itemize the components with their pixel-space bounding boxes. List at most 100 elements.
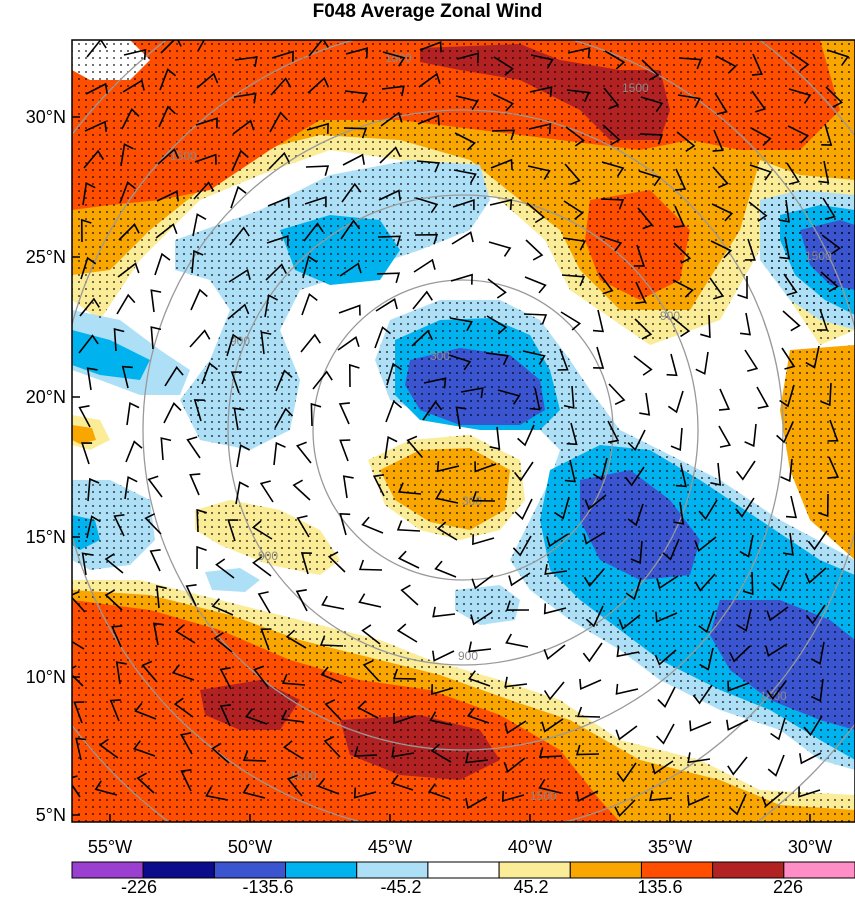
wind-barb bbox=[776, 421, 794, 444]
wind-barb bbox=[575, 744, 600, 756]
colorbar-label-2: -135.6 bbox=[242, 877, 293, 897]
wind-barb bbox=[561, 274, 586, 287]
wind-barb bbox=[193, 181, 215, 200]
wind-barb bbox=[778, 199, 790, 223]
wind-barb bbox=[376, 272, 401, 284]
wind-barb bbox=[566, 422, 578, 446]
wind-barb bbox=[563, 200, 584, 220]
wind-barb bbox=[656, 723, 675, 745]
wind-barb bbox=[339, 262, 362, 277]
wind-barb bbox=[825, 86, 844, 108]
wind-barb bbox=[390, 774, 414, 791]
wind-barb bbox=[341, 182, 362, 203]
wind-barb bbox=[541, 718, 564, 733]
wind-barb bbox=[689, 720, 712, 732]
wind-barb bbox=[396, 623, 418, 643]
wind-barb bbox=[490, 158, 513, 170]
wind-barb bbox=[614, 799, 636, 818]
wind-barb bbox=[485, 352, 509, 366]
wind-barb bbox=[118, 223, 140, 241]
wind-barb bbox=[122, 79, 145, 93]
wind-barb bbox=[144, 513, 162, 535]
wind-barb bbox=[252, 556, 272, 577]
wind-barb bbox=[639, 133, 664, 145]
wind-barb bbox=[362, 659, 380, 682]
wind-barb bbox=[295, 441, 312, 464]
wind-barb bbox=[194, 153, 217, 165]
wind-barb bbox=[712, 166, 729, 189]
wind-barb bbox=[104, 553, 124, 574]
wind-barb bbox=[86, 40, 107, 58]
wind-barb bbox=[179, 732, 193, 755]
wind-barb bbox=[729, 645, 751, 663]
wind-barb bbox=[712, 129, 724, 152]
wind-barb bbox=[230, 371, 242, 394]
wind-barb bbox=[744, 423, 757, 448]
wind-barb bbox=[136, 772, 155, 794]
wind-barb bbox=[493, 56, 514, 76]
ring-label-1500-g: 1500 bbox=[760, 689, 787, 703]
wind-barb bbox=[630, 540, 643, 565]
wind-barb bbox=[615, 725, 638, 741]
wind-barb bbox=[308, 40, 329, 57]
wind-barb bbox=[111, 625, 123, 648]
wind-barb bbox=[320, 666, 343, 684]
wind-barb bbox=[468, 670, 491, 687]
wind-barb bbox=[273, 441, 286, 466]
wind-barb bbox=[554, 496, 570, 520]
wind-barb bbox=[154, 252, 171, 276]
wind-barb bbox=[452, 198, 475, 211]
lon-label-50w: 50°W bbox=[228, 837, 272, 857]
wind-barb bbox=[783, 273, 798, 296]
wind-barb bbox=[205, 786, 229, 801]
wind-barb bbox=[739, 312, 751, 336]
wind-barb bbox=[810, 641, 825, 665]
wind-barb bbox=[692, 684, 713, 705]
range-ring-labels: 300 300 900 900 900 900 1500 1500 1500 1… bbox=[170, 51, 832, 803]
wind-barb bbox=[633, 244, 646, 267]
wind-barb bbox=[264, 294, 278, 318]
wind-barb bbox=[232, 119, 255, 135]
colorbar-label-5: 135.6 bbox=[637, 877, 682, 897]
wind-barb bbox=[564, 459, 576, 483]
wind-barb bbox=[710, 462, 722, 486]
wind-barb bbox=[592, 457, 608, 481]
wind-barb bbox=[259, 480, 274, 503]
wind-barb bbox=[820, 382, 832, 407]
wind-barb bbox=[302, 255, 318, 279]
wind-barb bbox=[275, 369, 293, 392]
wind-barb bbox=[779, 236, 791, 260]
wind-barb bbox=[190, 288, 208, 311]
wind-barb bbox=[358, 593, 382, 608]
wind-barb bbox=[711, 203, 734, 222]
wind-barb bbox=[174, 624, 196, 644]
wind-barb bbox=[714, 92, 728, 115]
wind-barb bbox=[430, 743, 452, 763]
wind-barb bbox=[655, 611, 678, 623]
wind-barb bbox=[392, 668, 417, 680]
wind-barb bbox=[709, 277, 725, 300]
wind-barb bbox=[109, 699, 121, 722]
wind-barb bbox=[431, 684, 454, 696]
wind-barb bbox=[560, 311, 582, 331]
wind-barb bbox=[414, 233, 439, 245]
wind-barb bbox=[180, 769, 192, 792]
map-frame bbox=[71, 39, 855, 823]
wind-barb bbox=[788, 88, 812, 104]
wind-barb bbox=[528, 122, 552, 135]
wind-barb bbox=[159, 68, 177, 91]
wind-barb bbox=[342, 475, 354, 499]
wind-barb bbox=[567, 47, 591, 59]
wind-barb bbox=[810, 678, 824, 702]
wind-barb bbox=[538, 747, 563, 758]
wind-barb bbox=[604, 50, 626, 70]
wind-barb bbox=[807, 530, 828, 551]
wind-barb bbox=[526, 202, 546, 224]
wind-barb bbox=[303, 222, 324, 242]
wind-barb bbox=[460, 387, 484, 399]
wind-barb bbox=[729, 793, 747, 816]
wind-barb bbox=[770, 717, 786, 741]
wind-barb bbox=[374, 326, 391, 349]
wind-barb bbox=[157, 148, 180, 165]
